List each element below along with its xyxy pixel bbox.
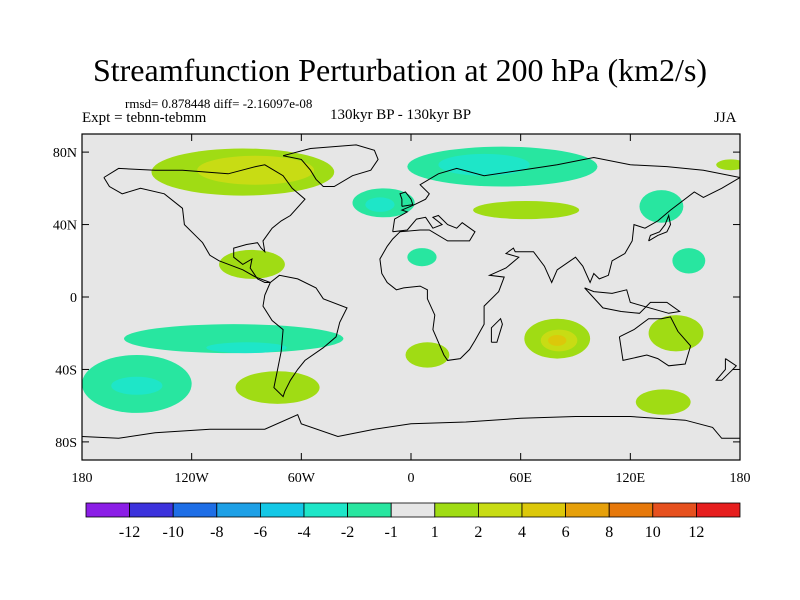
x-tick-label: 120E [616,471,646,486]
colorbar-label: -1 [385,524,398,541]
axis-ticks: 80N 40N 0 40S 80S 180 120W 60W 0 60E 120E 180 [53,134,751,486]
contour-fields [82,146,740,415]
x-tick-label: 180 [72,471,93,486]
x-tick-label: 60E [509,471,532,486]
period-label: 130kyr BP - 130kyr BP [330,107,472,123]
y-tick-label: 40S [55,363,77,378]
contour-region-australia-high [648,315,704,352]
antarctica-coast [82,414,740,439]
colorbar-label: -12 [119,524,140,541]
contour-region-caribbean-high [219,249,285,279]
colorbar-swatch [565,502,610,518]
x-tick-label: 120W [175,471,210,486]
madagascar-coast [490,317,503,343]
contour-region-mediterranean-low [407,248,437,267]
colorbar-label: -2 [341,524,354,541]
colorbar-label: 10 [645,524,661,541]
contour-region-north-america-arctic-core [197,155,315,185]
indonesia-coast [584,287,681,314]
coastlines [82,144,740,439]
colorbar-label: -6 [254,524,267,541]
australia-coast [618,316,692,367]
contour-region-north-atlantic-core [365,197,395,212]
x-tick-label: 60W [288,471,316,486]
colorbar-swatch [652,502,697,518]
colorbar: -12 -10 -8 -6 -4 -2 -1 1 2 4 6 8 10 12 [85,502,741,541]
colorbar-swatch [608,502,654,518]
contour-region-southern-ocean-east-high [635,389,691,415]
colorbar-swatch [129,502,174,518]
colorbar-label: -8 [210,524,223,541]
colorbar-label: 6 [562,524,570,541]
colorbar-label: 2 [474,524,482,541]
x-tick-label: 180 [730,471,751,486]
contour-region-south-pacific-low [124,324,344,354]
y-tick-label: 0 [70,291,77,306]
new-zealand-coast [715,358,738,381]
colorbar-label: -4 [297,524,310,541]
colorbar-swatch [216,502,261,518]
eurasia-africa-coast [379,156,740,361]
season-label: JJA [714,110,737,126]
contour-region-eurasia-arctic-core [438,153,530,176]
colorbar-swatch [477,502,523,518]
y-tick-label: 80S [55,436,77,451]
uk-coast [399,191,414,207]
colorbar-swatch [303,502,348,518]
contour-region-central-asia-high [473,201,580,220]
contour-region-indian-ocean-core [548,335,567,346]
colorbar-swatch [259,502,305,518]
y-tick-label: 80N [53,146,77,161]
colorbar-swatch [390,502,436,518]
colorbar-label: 4 [518,524,526,541]
y-tick-label: 40N [53,219,77,234]
contour-region-southern-ocean-high [235,371,320,404]
greenland-coast [282,144,379,187]
colorbar-swatch [172,502,218,518]
colorbar-swatch [521,502,566,518]
contour-region-south-pacific-west-core [111,376,163,395]
colorbar-label: -10 [163,524,184,541]
colorbar-swatch [85,502,130,518]
colorbar-swatch [696,502,741,518]
chart-title: Streamfunction Perturbation at 200 hPa (… [92,52,708,88]
japan-coast [648,213,672,242]
colorbar-label: 12 [688,524,704,541]
south-america-coast [262,274,348,398]
x-tick-label: 0 [408,471,415,486]
colorbar-swatch [434,502,479,518]
colorbar-label: 1 [431,524,439,541]
contour-region-pacific-high [716,159,740,171]
contour-region-south-atlantic-high [405,342,450,368]
north-america-coast [103,164,306,283]
colorbar-label: 8 [605,524,613,541]
colorbar-swatch [347,502,392,518]
contour-region-east-asia-low [639,190,684,223]
stats-label: rmsd= 0.878448 diff= -2.16097e-08 [125,96,313,111]
experiment-label: Expt = tebnn-tebmm [82,110,207,126]
north-america-west-coast [103,177,271,283]
contour-region-south-pacific-core [206,342,287,354]
contour-region-west-pacific-low [672,248,706,274]
